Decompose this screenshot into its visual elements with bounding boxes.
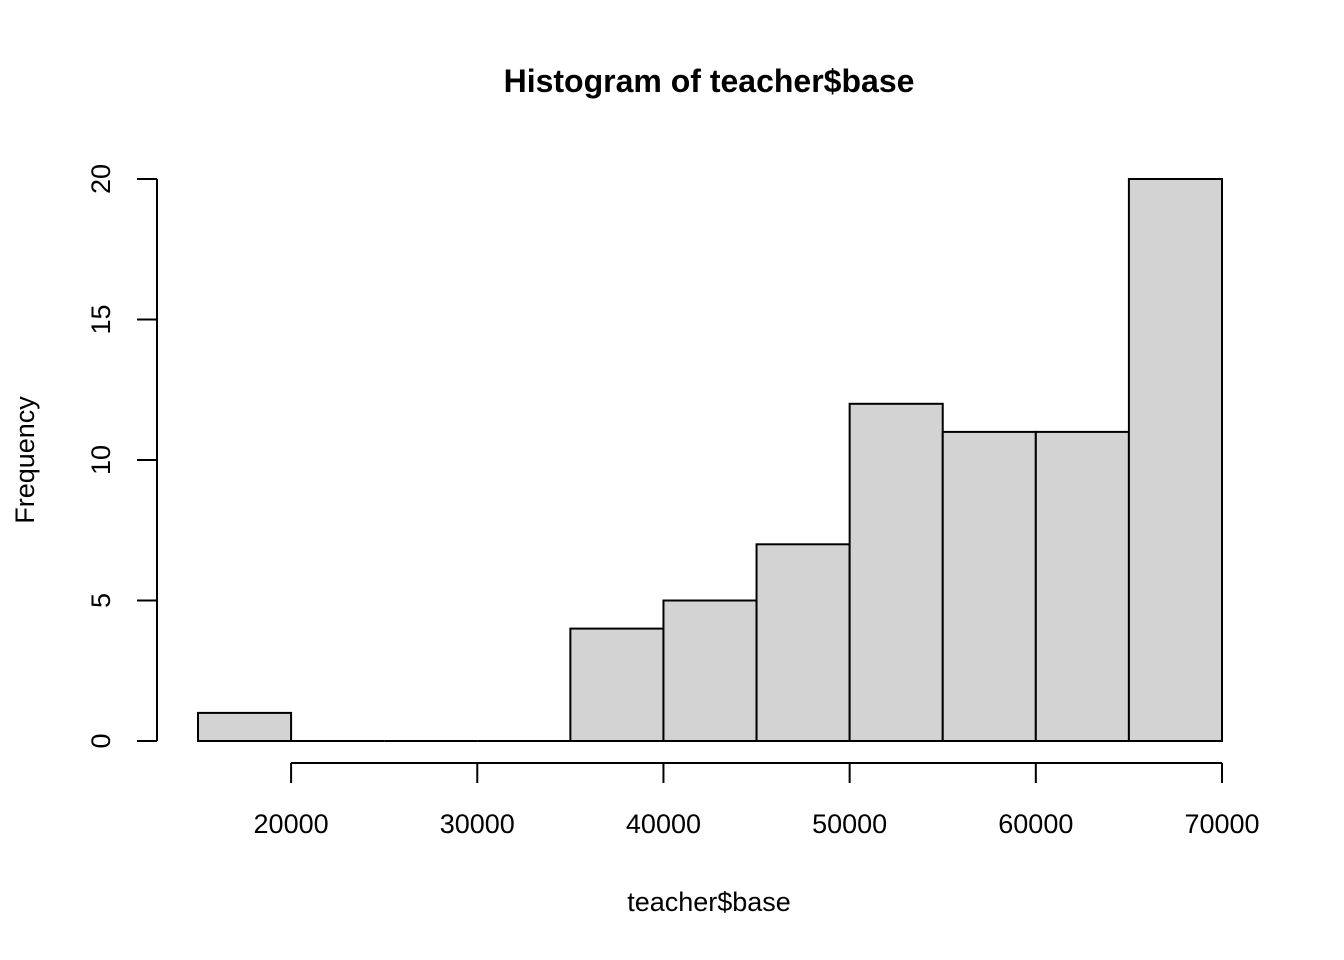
- y-tick-label: 20: [86, 164, 116, 194]
- histogram-bar-5: [662, 599, 758, 742]
- x-tick-label: 30000: [440, 809, 515, 839]
- y-tick-label: 10: [86, 445, 116, 475]
- x-tick-label: 60000: [998, 809, 1073, 839]
- chart-title: Histogram of teacher$base: [504, 63, 915, 99]
- bars-group: [197, 178, 1223, 743]
- histogram-bar-9: [1034, 430, 1130, 742]
- x-tick-label: 40000: [626, 809, 701, 839]
- y-tick-label: 5: [86, 593, 116, 608]
- x-tick-label: 50000: [812, 809, 887, 839]
- y-tick-label: 0: [86, 733, 116, 748]
- y-axis: 0 5 10 15 20: [86, 164, 158, 749]
- y-axis-label: Frequency: [10, 396, 40, 524]
- histogram-bar-4: [569, 627, 665, 742]
- y-tick-label: 15: [86, 304, 116, 334]
- histogram-bar-10: [1127, 178, 1223, 742]
- x-tick-label: 20000: [254, 809, 329, 839]
- x-tick-label: 70000: [1184, 809, 1259, 839]
- histogram-bar-7: [848, 402, 944, 742]
- x-axis: 20000 30000 40000 50000 60000 70000: [254, 762, 1260, 839]
- histogram-bar-6: [755, 543, 851, 742]
- histogram-bar-0: [197, 711, 293, 743]
- x-axis-label: teacher$base: [627, 887, 791, 917]
- histogram-bar-8: [941, 430, 1037, 742]
